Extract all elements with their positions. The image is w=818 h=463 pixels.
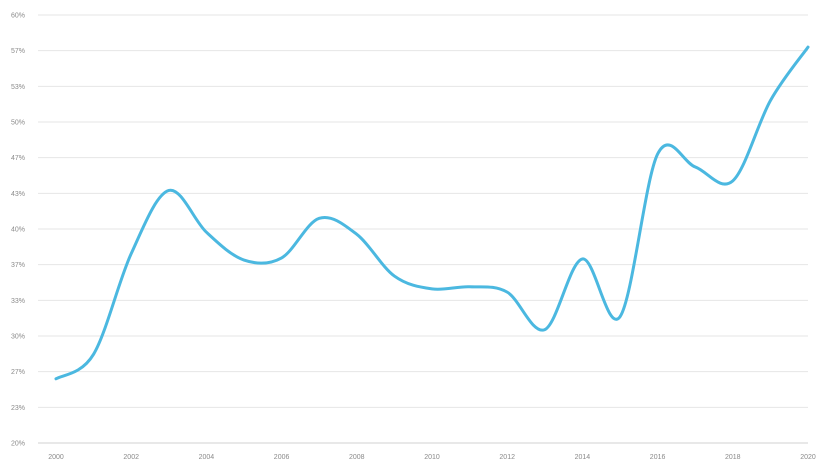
y-axis-tick-labels: 60% 57% 53% 50% 47% 43% 40% 37% 33% 30% 27% 23% 20%: [11, 13, 25, 448]
y-tick-label: 53%: [11, 84, 25, 91]
x-axis-tick-labels: 2000 2002 2004 2006 2008 2010 2012 2014 2016 2018…: [48, 454, 816, 461]
y-tick-label: 43%: [11, 191, 25, 198]
x-tick-label: 2012: [499, 454, 515, 461]
y-tick-label: 60%: [11, 13, 25, 20]
y-tick-label: 27%: [11, 369, 25, 376]
series-layer: [54, 45, 810, 381]
grid-lines: [38, 14, 808, 444]
x-tick-label: 2016: [650, 454, 666, 461]
y-tick-label: 20%: [11, 441, 25, 448]
y-tick-label: 37%: [11, 262, 25, 269]
y-tick-label: 33%: [11, 298, 25, 305]
y-tick-label: 57%: [11, 48, 25, 55]
x-tick-label: 2010: [424, 454, 440, 461]
y-tick-label: 50%: [11, 120, 25, 127]
y-tick-label: 30%: [11, 334, 25, 341]
x-tick-label: 2000: [48, 454, 64, 461]
y-tick-label: 23%: [11, 405, 25, 412]
series-line: [54, 45, 810, 381]
x-tick-label: 2006: [274, 454, 290, 461]
x-tick-label: 2020: [800, 454, 816, 461]
x-tick-label: 2004: [199, 454, 215, 461]
x-tick-label: 2014: [575, 454, 591, 461]
y-tick-label: 40%: [11, 227, 25, 234]
x-tick-label: 2008: [349, 454, 365, 461]
x-tick-label: 2018: [725, 454, 741, 461]
y-tick-label: 47%: [11, 155, 25, 162]
x-tick-label: 2002: [123, 454, 139, 461]
